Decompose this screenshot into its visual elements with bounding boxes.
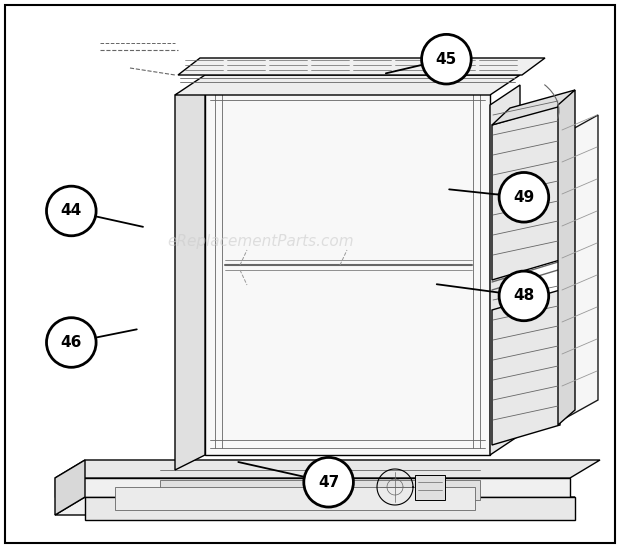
- Polygon shape: [492, 90, 575, 125]
- Text: 44: 44: [61, 203, 82, 219]
- Circle shape: [422, 35, 471, 84]
- Polygon shape: [178, 58, 545, 75]
- Polygon shape: [492, 105, 560, 280]
- Polygon shape: [175, 80, 205, 470]
- Polygon shape: [55, 460, 85, 515]
- Polygon shape: [115, 487, 475, 510]
- Circle shape: [499, 173, 549, 222]
- Polygon shape: [205, 85, 490, 455]
- Polygon shape: [562, 115, 598, 420]
- Polygon shape: [492, 290, 560, 445]
- Polygon shape: [55, 460, 600, 478]
- Circle shape: [46, 186, 96, 236]
- Polygon shape: [558, 90, 575, 425]
- Text: 46: 46: [61, 335, 82, 350]
- Circle shape: [304, 458, 353, 507]
- Text: 48: 48: [513, 288, 534, 304]
- Text: 47: 47: [318, 475, 339, 490]
- Polygon shape: [55, 478, 570, 497]
- Polygon shape: [55, 497, 575, 515]
- Polygon shape: [160, 480, 480, 500]
- Text: eReplacementParts.com: eReplacementParts.com: [167, 233, 354, 249]
- Polygon shape: [85, 497, 575, 520]
- Polygon shape: [415, 475, 445, 500]
- Text: 49: 49: [513, 190, 534, 205]
- Circle shape: [499, 271, 549, 321]
- Polygon shape: [175, 75, 520, 95]
- Text: 45: 45: [436, 52, 457, 67]
- Polygon shape: [490, 85, 520, 455]
- Circle shape: [46, 318, 96, 367]
